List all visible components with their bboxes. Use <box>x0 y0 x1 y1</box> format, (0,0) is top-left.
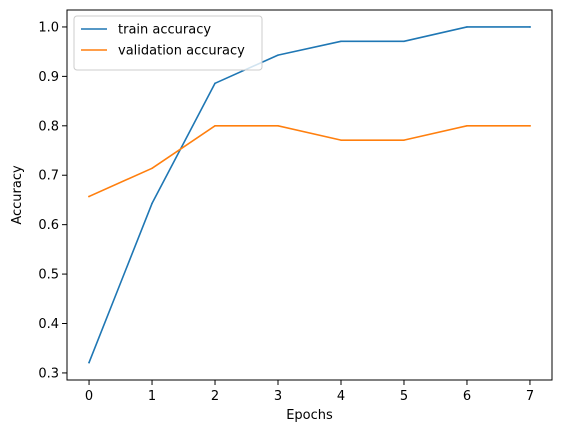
series-1-point <box>466 125 468 127</box>
legend-box <box>73 15 263 71</box>
series-0-point <box>529 26 531 28</box>
y-tick-label: 0.7 <box>38 169 59 184</box>
legend-label: train accuracy <box>118 23 211 38</box>
legend: train accuracy validation accuracy <box>73 15 263 71</box>
x-tick-label: 3 <box>274 389 282 404</box>
y-axis-label: Accuracy <box>10 165 25 225</box>
series-1-point <box>88 195 90 198</box>
x-tick-label: 1 <box>148 389 156 404</box>
plot-frame <box>66 9 553 381</box>
y-tick-label: 0.8 <box>38 119 59 134</box>
series-0-point <box>340 40 342 43</box>
series-line-1 <box>87 125 531 198</box>
y-tick-label: 0.4 <box>38 317 59 332</box>
series-1-point <box>214 125 216 127</box>
series-layer <box>87 26 531 364</box>
series-0-point <box>214 82 216 85</box>
y-tick-label: 0.9 <box>38 70 59 85</box>
y-tick-label: 0.5 <box>38 268 59 283</box>
x-tick-label: 4 <box>337 389 345 404</box>
y-tick-label: 0.6 <box>38 218 59 233</box>
series-1-point <box>529 125 531 127</box>
y-axis-ticks: 0.3 0.4 0.5 0.6 0.7 0.8 0.9 1.0 <box>38 20 67 381</box>
series-0-point <box>88 361 90 364</box>
series-0-point <box>466 26 468 28</box>
x-tick-label: 6 <box>463 389 471 404</box>
series-1-point <box>403 139 405 141</box>
x-tick-label: 2 <box>211 389 219 404</box>
x-axis-ticks: 0 1 2 3 4 5 6 7 <box>85 380 534 404</box>
y-tick-label: 1.0 <box>38 20 59 35</box>
series-0-point <box>277 54 279 56</box>
x-axis-label: Epochs <box>286 408 333 423</box>
x-tick-label: 5 <box>400 389 408 404</box>
series-0-point <box>403 40 405 43</box>
series-line-0 <box>88 26 531 364</box>
x-tick-label: 7 <box>526 389 534 404</box>
series-1-point <box>151 167 153 170</box>
legend-label: validation accuracy <box>118 44 245 59</box>
x-tick-label: 0 <box>85 389 93 404</box>
series-1-point <box>277 125 279 127</box>
series-1-point <box>340 139 342 141</box>
y-tick-label: 0.3 <box>38 366 59 381</box>
series-0-point <box>151 202 153 205</box>
